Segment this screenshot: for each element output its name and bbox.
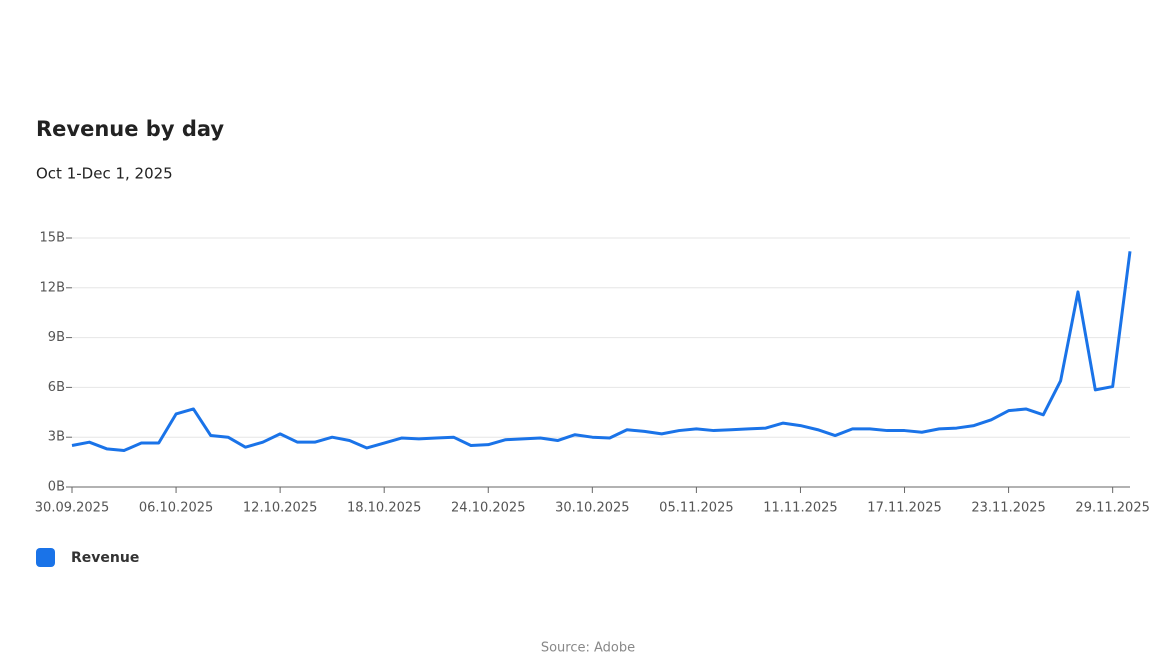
y-tick-label: 9B [48, 330, 65, 345]
chart-title: Revenue by day [36, 117, 224, 141]
legend-swatch [36, 548, 55, 567]
chart-subtitle: Oct 1-Dec 1, 2025 [36, 165, 173, 183]
x-tick-label: 05.11.2025 [659, 501, 733, 516]
legend-label: Revenue [71, 550, 139, 566]
y-tick-label: 12B [40, 280, 65, 295]
x-tick-label: 30.10.2025 [555, 501, 629, 516]
x-tick-label: 23.11.2025 [971, 501, 1045, 516]
x-tick-label: 11.11.2025 [763, 501, 837, 516]
x-tick-label: 24.10.2025 [451, 501, 525, 516]
x-tick-label: 12.10.2025 [243, 501, 317, 516]
y-tick-label: 15B [40, 231, 65, 246]
x-tick-label: 06.10.2025 [139, 501, 213, 516]
x-tick-label: 29.11.2025 [1075, 501, 1149, 516]
y-tick-label: 6B [48, 380, 65, 395]
y-tick-label: 3B [48, 430, 65, 445]
source: Source: Adobe [541, 641, 635, 656]
y-tick-label: 0B [48, 480, 65, 495]
x-tick-label: 30.09.2025 [35, 501, 109, 516]
x-tick-label: 18.10.2025 [347, 501, 421, 516]
x-tick-label: 17.11.2025 [867, 501, 941, 516]
line [71, 251, 1132, 452]
